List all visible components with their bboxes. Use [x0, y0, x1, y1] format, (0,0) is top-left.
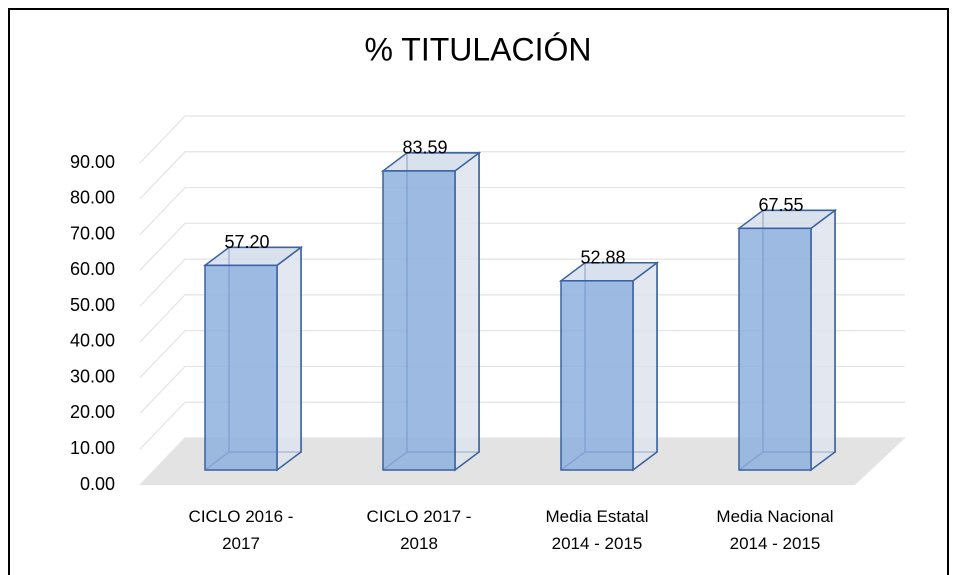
bar-side: [632, 261, 658, 472]
y-tick-label: 50.00: [70, 295, 115, 315]
grid-line: [139, 437, 905, 486]
value-label: 67.55: [758, 195, 803, 215]
grid-line: [139, 330, 905, 379]
bar-3d: [380, 151, 482, 472]
x-tick-label: Media Estatal 2014 - 2015: [545, 507, 649, 553]
grid-line: [139, 151, 905, 200]
grid-line: [139, 186, 905, 235]
grid-line: [139, 365, 905, 414]
bar-side: [810, 208, 836, 472]
bar: [738, 227, 812, 471]
x-tick-label: Media Nacional 2014 - 2015: [716, 507, 834, 553]
y-tick-label: 10.00: [70, 438, 115, 458]
y-tick-label: 40.00: [70, 331, 115, 351]
bar-side: [454, 151, 480, 472]
bar-side: [276, 245, 302, 472]
bar: [204, 264, 278, 471]
bar: [382, 170, 456, 471]
bar-3d: [558, 261, 660, 472]
y-tick-label: 60.00: [70, 259, 115, 279]
grid-line: [139, 401, 905, 450]
bar-3d: [736, 208, 838, 472]
value-label: 57.20: [224, 232, 269, 252]
y-tick-label: 70.00: [70, 223, 115, 243]
y-tick-label: 30.00: [70, 366, 115, 386]
grid-line: [139, 294, 905, 343]
chart-border: [8, 8, 949, 575]
y-tick-label: 0.00: [80, 474, 115, 494]
value-label: 83.59: [402, 138, 447, 158]
grid-line: [139, 222, 905, 271]
x-tick-label: CICLO 2016 - 2017: [188, 507, 294, 553]
grid-line: [139, 258, 905, 307]
y-tick-label: 90.00: [70, 152, 115, 172]
value-label: 52.88: [580, 248, 625, 268]
chart-title: % TITULACIÓN: [365, 31, 592, 67]
grid-line: [139, 115, 905, 164]
bar-3d: [202, 245, 304, 472]
floor: [140, 438, 905, 485]
y-tick-label: 20.00: [70, 402, 115, 422]
bar: [560, 280, 634, 471]
y-tick-label: 80.00: [70, 188, 115, 208]
x-tick-label: CICLO 2017 - 2018: [366, 507, 472, 553]
